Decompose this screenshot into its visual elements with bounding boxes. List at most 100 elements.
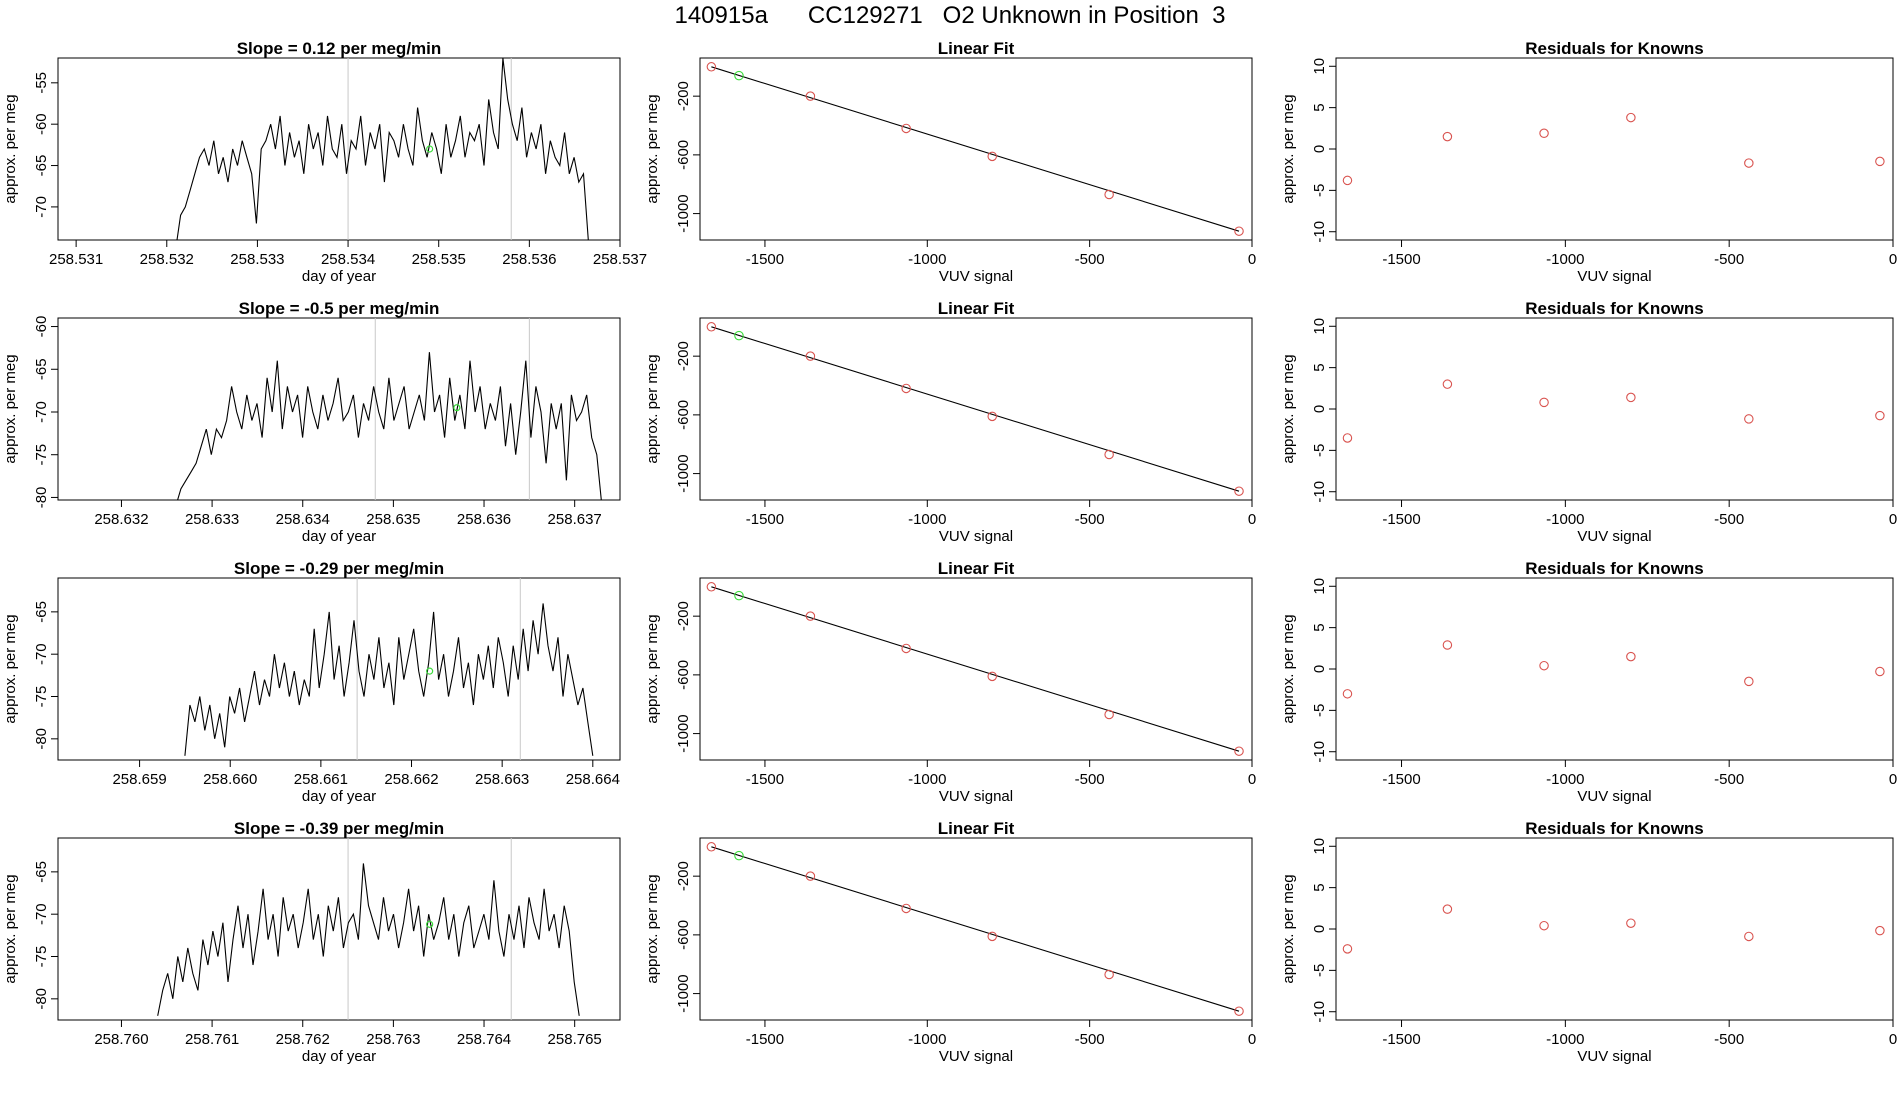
series-line xyxy=(176,58,589,240)
panel-residuals-4: Residuals for Knowns -1500 -1000 -500 0 10 5 0 -… xyxy=(1280,819,1897,1065)
x-tick-label: 258.764 xyxy=(457,1031,511,1048)
y-tick-label: -1000 xyxy=(675,454,692,492)
panel-title: Residuals for Knowns xyxy=(1525,559,1704,578)
x-axis-label: day of year xyxy=(302,788,376,805)
x-tick-label: -1500 xyxy=(746,511,784,528)
panel-linearfit-3: Linear Fit-1500 -1000 -500 0-200-600-1000VU… xyxy=(644,559,1256,805)
y-tick-label: -65 xyxy=(33,861,50,883)
y-tick-label: 5 xyxy=(1311,623,1328,631)
y-tick-label: -55 xyxy=(33,72,50,94)
x-tick-label: -500 xyxy=(1714,511,1744,528)
residual-point xyxy=(1626,651,1636,662)
x-tick-label: -1500 xyxy=(1382,511,1420,528)
known-point xyxy=(706,842,717,852)
y-tick-label: 5 xyxy=(1311,883,1328,891)
y-tick-label: -65 xyxy=(33,155,50,177)
residual-point xyxy=(1342,944,1353,954)
residual-point xyxy=(1744,158,1754,168)
x-tick-label: 258.532 xyxy=(140,251,194,268)
panel-residuals-2: Residuals for Knowns -1500 -1000 -500 0 10 5 0 -… xyxy=(1280,299,1897,545)
known-point xyxy=(901,383,911,394)
x-tick-label: 0 xyxy=(1248,1031,1256,1048)
residual-point xyxy=(1342,433,1353,443)
residual-point xyxy=(1539,660,1549,671)
y-axis-label: approx. per meg xyxy=(2,874,19,983)
known-point xyxy=(1104,449,1114,460)
plot-frame xyxy=(699,577,1253,761)
known-point xyxy=(901,123,911,134)
x-tick-label: 258.765 xyxy=(548,1031,602,1048)
known-point xyxy=(1234,226,1244,236)
x-axis-label: VUV signal xyxy=(1577,528,1651,545)
x-tick-label: -500 xyxy=(1714,251,1744,268)
x-tick-label: -1500 xyxy=(746,771,784,788)
x-tick-label: 258.531 xyxy=(49,251,103,268)
residual-point xyxy=(1539,920,1549,931)
panel-linearfit-2: Linear Fit-1500 -1000 -500 0-200-600-1000VU… xyxy=(644,299,1256,545)
y-tick-label: -200 xyxy=(675,81,692,111)
y-tick-label: -80 xyxy=(33,487,50,509)
x-tick-label: 258.659 xyxy=(112,771,166,788)
y-tick-label: -200 xyxy=(675,861,692,891)
x-axis-label: day of year xyxy=(302,1048,376,1065)
unknown-point xyxy=(453,404,461,412)
unknown-point xyxy=(734,330,744,341)
x-tick-label: 0 xyxy=(1248,511,1256,528)
panel-title: Residuals for Knowns xyxy=(1525,299,1704,318)
x-tick-label: 258.632 xyxy=(94,511,148,528)
y-axis-label: approx. per meg xyxy=(644,874,661,983)
y-tick-label: 0 xyxy=(1311,925,1328,933)
y-axis-label: approx. per meg xyxy=(1280,354,1297,463)
unknown-point xyxy=(426,920,434,928)
plot-frame xyxy=(1335,57,1894,241)
plot-area xyxy=(706,842,1244,1016)
x-tick-label: -1500 xyxy=(746,1031,784,1048)
y-tick-label: -5 xyxy=(1311,184,1328,197)
x-tick-label: -1000 xyxy=(908,771,946,788)
known-point xyxy=(706,322,717,332)
x-tick-label: 258.762 xyxy=(276,1031,330,1048)
x-tick-label: 0 xyxy=(1889,1031,1897,1048)
y-tick-label: -200 xyxy=(675,601,692,631)
panel-linearfit-1: Linear Fit-1500 -1000 -500 0-200-600-1000VU… xyxy=(644,39,1256,285)
known-point xyxy=(805,871,816,881)
known-point xyxy=(1104,189,1114,200)
panel-linearfit-4: Linear Fit-1500 -1000 -500 0-200-600-1000VU… xyxy=(644,819,1256,1065)
residual-point xyxy=(1342,175,1353,186)
x-tick-label: -1000 xyxy=(908,251,946,268)
y-tick-label: -1000 xyxy=(675,974,692,1012)
x-tick-label: -1500 xyxy=(1382,771,1420,788)
panel-title: Residuals for Knowns xyxy=(1525,819,1704,838)
x-tick-label: -1000 xyxy=(1546,511,1584,528)
x-axis-label: VUV signal xyxy=(1577,788,1651,805)
known-point xyxy=(706,62,717,72)
x-tick-label: -1500 xyxy=(746,251,784,268)
plot-frame xyxy=(699,317,1253,501)
y-tick-label: -80 xyxy=(33,728,50,750)
known-point xyxy=(987,671,997,682)
known-point xyxy=(987,931,997,942)
y-tick-label: -75 xyxy=(33,946,50,968)
fit-line xyxy=(711,326,1240,492)
x-tick-label: 258.634 xyxy=(276,511,330,528)
x-axis-label: day of year xyxy=(302,528,376,545)
y-tick-label: -70 xyxy=(33,196,50,218)
x-tick-label: 0 xyxy=(1889,511,1897,528)
y-tick-label: -70 xyxy=(33,401,50,423)
plot-frame xyxy=(1335,317,1894,501)
series-line xyxy=(157,863,580,1016)
known-point xyxy=(805,611,816,621)
y-axis-label: approx. per meg xyxy=(2,614,19,723)
x-tick-label: 258.637 xyxy=(548,511,602,528)
residual-point xyxy=(1442,131,1453,142)
panel-title: Slope = -0.39 per meg/min xyxy=(234,819,444,838)
x-axis-label: VUV signal xyxy=(1577,268,1651,285)
x-tick-label: 258.761 xyxy=(185,1031,239,1048)
x-tick-label: 258.664 xyxy=(566,771,620,788)
known-point xyxy=(1104,969,1114,980)
x-axis-label: VUV signal xyxy=(1577,1048,1651,1065)
x-tick-label: 0 xyxy=(1248,771,1256,788)
plot-area xyxy=(1342,904,1885,954)
y-tick-label: -600 xyxy=(675,400,692,430)
x-axis-label: VUV signal xyxy=(939,1048,1013,1065)
